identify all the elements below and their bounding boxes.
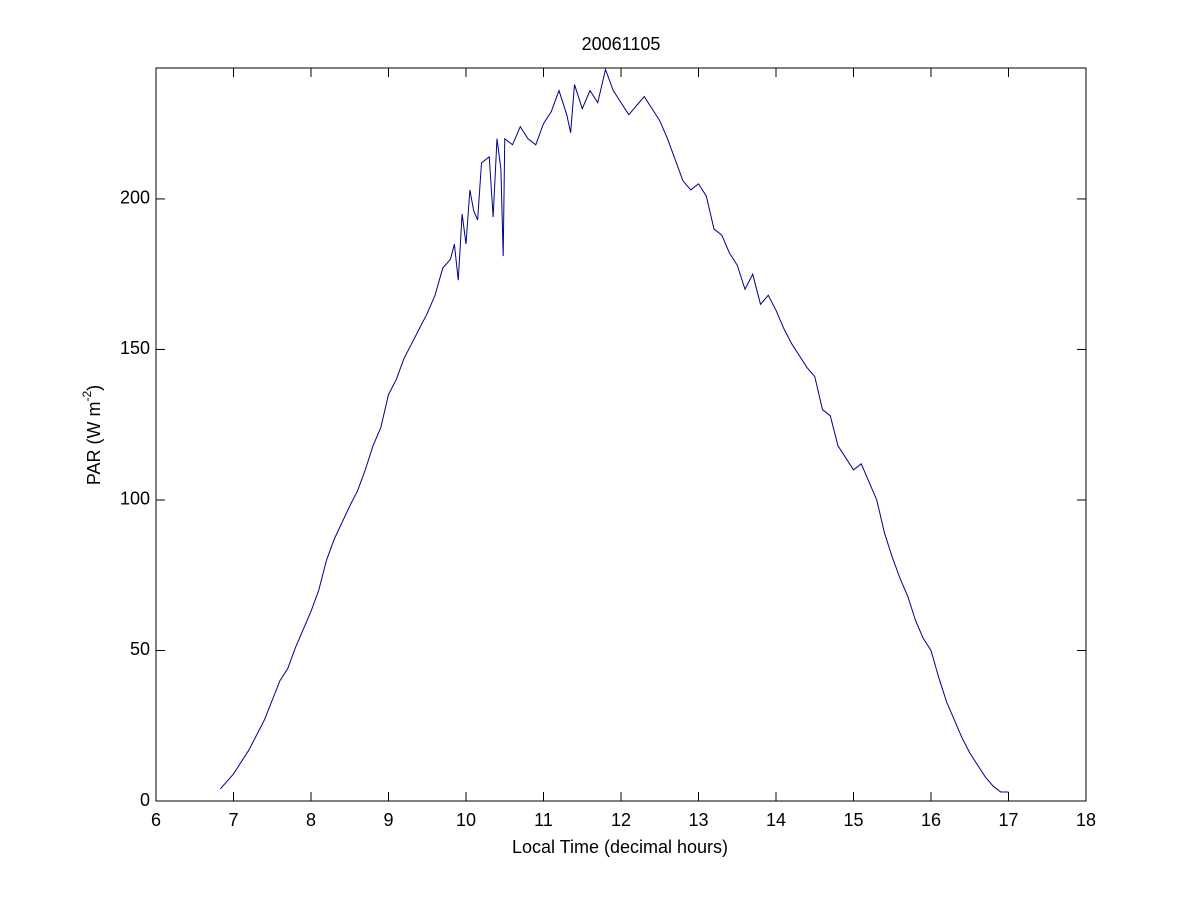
data-line [219,67,1009,793]
y-tick-label: 150 [120,338,150,358]
x-tick-label: 7 [228,810,238,830]
y-tick-label: 100 [120,489,150,509]
x-tick-label: 9 [383,810,393,830]
x-tick-label: 16 [921,810,941,830]
y-axis-label: PAR (W m-2) [80,385,104,485]
y-tick-label: 50 [130,639,150,659]
x-tick-label: 18 [1076,810,1096,830]
x-tick-label: 11 [534,810,553,830]
x-tick-label: 14 [766,810,786,830]
y-tick-label: 200 [120,188,150,208]
x-tick-label: 15 [843,810,863,830]
chart-title: 20061105 [582,34,661,54]
x-tick-label: 17 [998,810,1018,830]
x-tick-label: 8 [306,810,316,830]
y-label-superscript: -2 [80,391,94,402]
x-tick-label: 6 [151,810,161,830]
x-tick-label: 13 [688,810,708,830]
x-tick-label: 12 [611,810,631,830]
y-tick-label: 0 [140,790,150,810]
x-axis-label: Local Time (decimal hours) [512,837,728,857]
x-tick-label: 10 [456,810,476,830]
y-label-text: PAR (W m [84,402,104,486]
y-label-suffix: ) [84,385,104,391]
